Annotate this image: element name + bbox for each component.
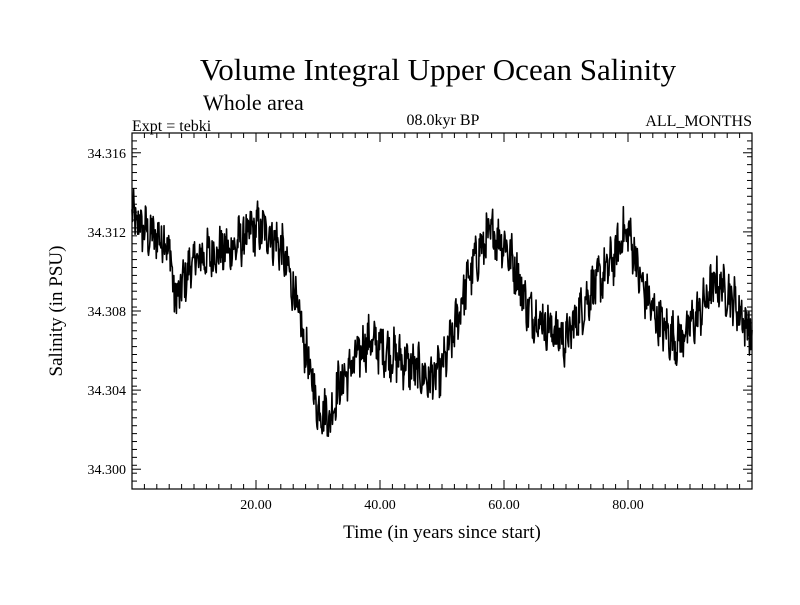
x-tick-label: 20.00 xyxy=(240,498,272,513)
plot-layer: 20.00 40.00 60.00 80.00 34.300 34.304 34.308 34… xyxy=(88,132,753,513)
x-tick-label: 60.00 xyxy=(488,498,520,513)
x-axis-label: Time (in years since start) xyxy=(343,522,541,543)
chart-title: Volume Integral Upper Ocean Salinity xyxy=(200,52,677,87)
months-label: ALL_MONTHS xyxy=(645,113,752,130)
y-tick-label: 34.312 xyxy=(88,226,127,241)
y-axis-label: Salinity (in PSU) xyxy=(46,246,67,377)
series-line-salinity xyxy=(131,188,753,437)
period-label: 08.0kyr BP xyxy=(407,112,480,129)
chart-subtitle: Whole area xyxy=(203,90,304,115)
experiment-label: Expt = tebki xyxy=(132,118,212,135)
y-tick-label: 34.308 xyxy=(88,305,127,320)
x-tick-label: 80.00 xyxy=(612,498,644,513)
y-tick-label: 34.300 xyxy=(88,463,127,478)
y-tick-label: 34.316 xyxy=(88,147,127,162)
x-tick-label: 40.00 xyxy=(364,498,396,513)
y-tick-label: 34.304 xyxy=(88,384,127,399)
plot-frame xyxy=(131,132,753,490)
